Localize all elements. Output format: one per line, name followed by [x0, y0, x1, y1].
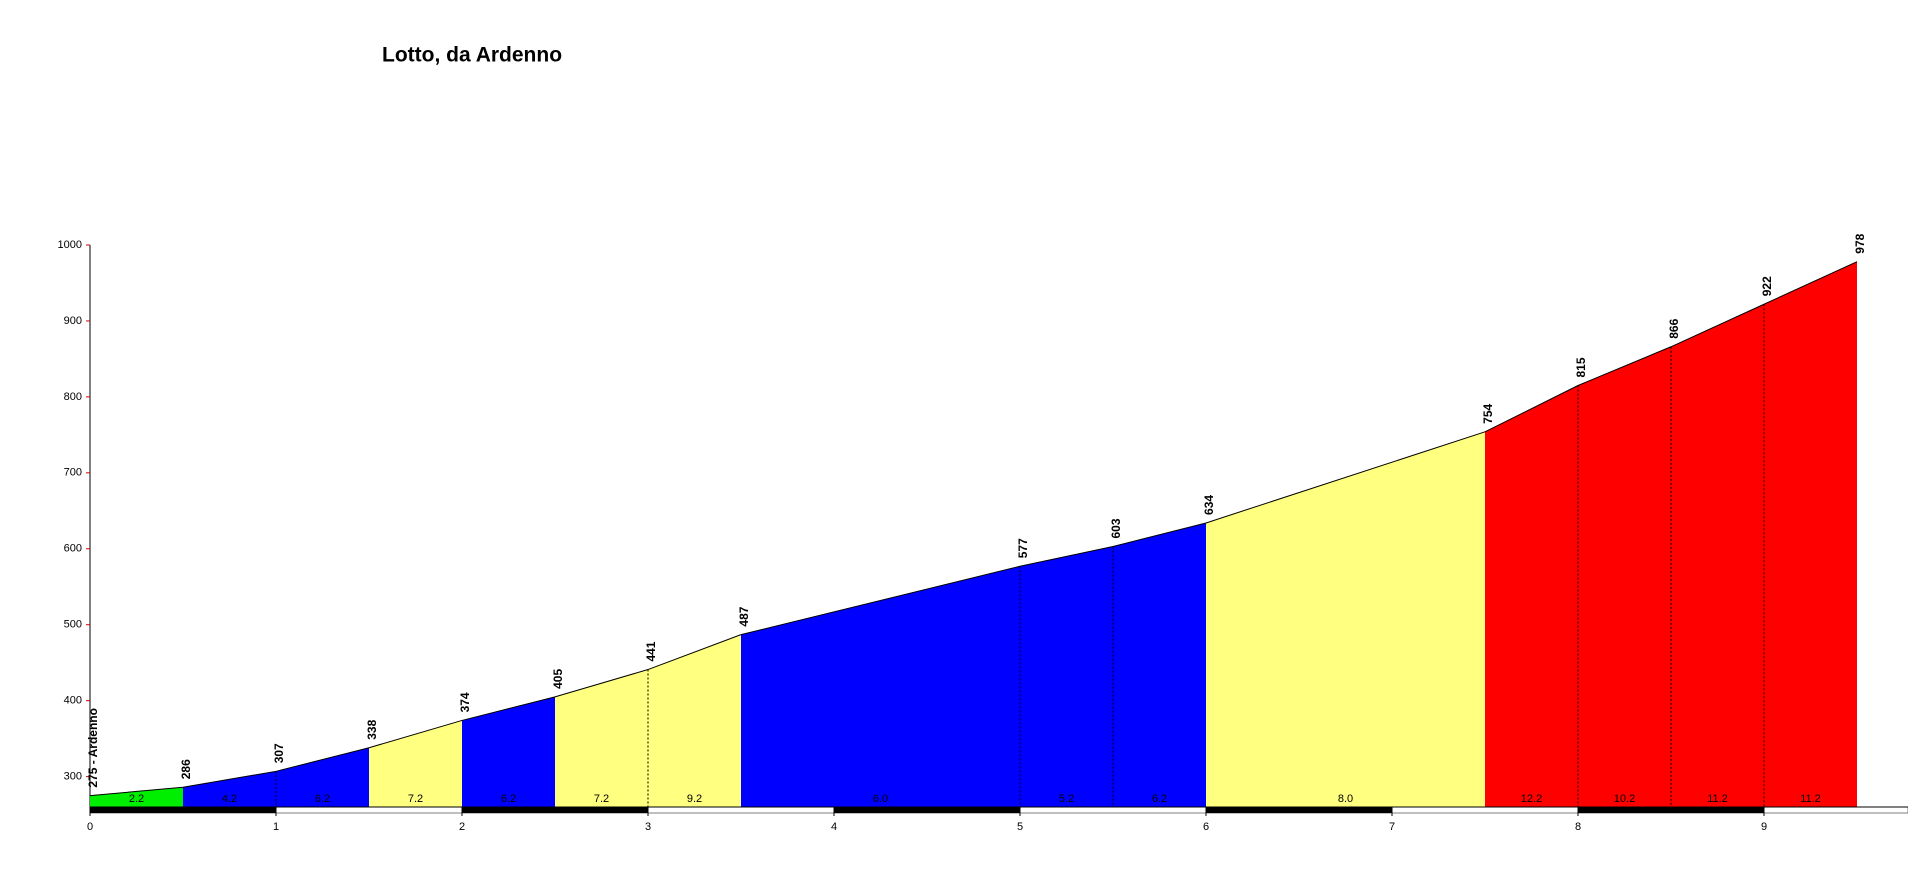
y-tick-label: 700	[64, 467, 82, 479]
distance-bar	[1019, 806, 1207, 814]
elevation-label: 634	[1202, 495, 1216, 515]
gradient-label: 6.2	[315, 793, 330, 805]
distance-bar	[647, 806, 835, 814]
y-tick-label: 900	[64, 315, 82, 327]
distance-bar	[461, 806, 649, 814]
distance-bar	[89, 806, 277, 814]
distance-bar	[275, 806, 463, 814]
profile-line	[89, 261, 1858, 797]
gradient-segment	[462, 696, 555, 807]
gradient-segment	[555, 669, 648, 807]
y-tick-label: 400	[64, 695, 82, 707]
distance-bar	[1205, 806, 1393, 814]
gradient-segment	[741, 566, 1020, 807]
gradient-label: 7.2	[408, 793, 423, 805]
gradient-segment	[1764, 261, 1857, 807]
gradient-label: 11.2	[1800, 793, 1821, 805]
y-tick-label: 500	[64, 619, 82, 631]
gradient-segment	[369, 720, 462, 807]
gradient-segment	[1671, 304, 1764, 807]
gradient-segment	[648, 634, 741, 807]
elevation-label: 922	[1760, 276, 1774, 296]
distance-bar	[833, 806, 1021, 814]
elevation-label: 405	[551, 669, 565, 689]
elevation-label: 374	[458, 692, 472, 712]
distance-bar	[1391, 806, 1579, 814]
gradient-label: 8.0	[1338, 793, 1353, 805]
x-tick-label: 6	[1203, 821, 1209, 833]
elevation-label: 866	[1667, 318, 1681, 338]
distance-bar	[1577, 806, 1765, 814]
elevation-label: 978	[1853, 233, 1867, 253]
elevation-label: 338	[365, 719, 379, 739]
chart-title: Lotto, da Ardenno	[382, 44, 562, 67]
y-tick-label: 300	[64, 771, 82, 783]
gradient-segment	[90, 787, 183, 807]
gradient-segment	[1206, 431, 1485, 807]
gradient-label: 2.2	[129, 793, 144, 805]
gradient-segment	[276, 747, 369, 807]
x-tick-label: 1	[273, 821, 279, 833]
gradient-label: 6.2	[1152, 793, 1167, 805]
y-tick-label: 600	[64, 543, 82, 555]
x-tick-label: 7	[1389, 821, 1395, 833]
elevation-label: 441	[644, 641, 658, 661]
elevation-label: 577	[1016, 538, 1030, 558]
x-tick-label: 5	[1017, 821, 1023, 833]
x-tick-label: 3	[645, 821, 651, 833]
gradient-label: 7.2	[594, 793, 609, 805]
y-tick-label: 800	[64, 391, 82, 403]
gradient-segment	[1113, 522, 1206, 807]
gradient-label: 12.2	[1521, 793, 1542, 805]
x-tick-label: 0	[87, 821, 93, 833]
elevation-label: 286	[179, 759, 193, 779]
gradient-label: 4.2	[222, 793, 237, 805]
gradient-segment	[183, 771, 276, 807]
gradient-label: 11.2	[1707, 793, 1728, 805]
gradient-segment	[1485, 385, 1578, 807]
elevation-label: 603	[1109, 518, 1123, 538]
x-tick-label: 4	[831, 821, 837, 833]
elevation-label: 754	[1481, 403, 1495, 423]
gradient-label: 9.2	[687, 793, 702, 805]
x-tick-label: 2	[459, 821, 465, 833]
x-tick-label: 9	[1761, 821, 1767, 833]
elevation-label: 815	[1574, 357, 1588, 377]
elevation-label: 307	[272, 743, 286, 763]
x-tick-label: 8	[1575, 821, 1581, 833]
gradient-segment	[1578, 346, 1671, 807]
distance-bar	[1763, 806, 1908, 814]
gradient-label: 5.2	[1059, 793, 1074, 805]
y-tick-label: 1000	[58, 239, 82, 251]
gradient-label: 6.0	[873, 793, 888, 805]
gradient-segment	[1020, 546, 1113, 807]
elevation-label: 487	[737, 606, 751, 626]
gradient-label: 10.2	[1614, 793, 1635, 805]
elevation-label: 275 - Ardenno	[86, 708, 100, 788]
gradient-label: 6.2	[501, 793, 516, 805]
